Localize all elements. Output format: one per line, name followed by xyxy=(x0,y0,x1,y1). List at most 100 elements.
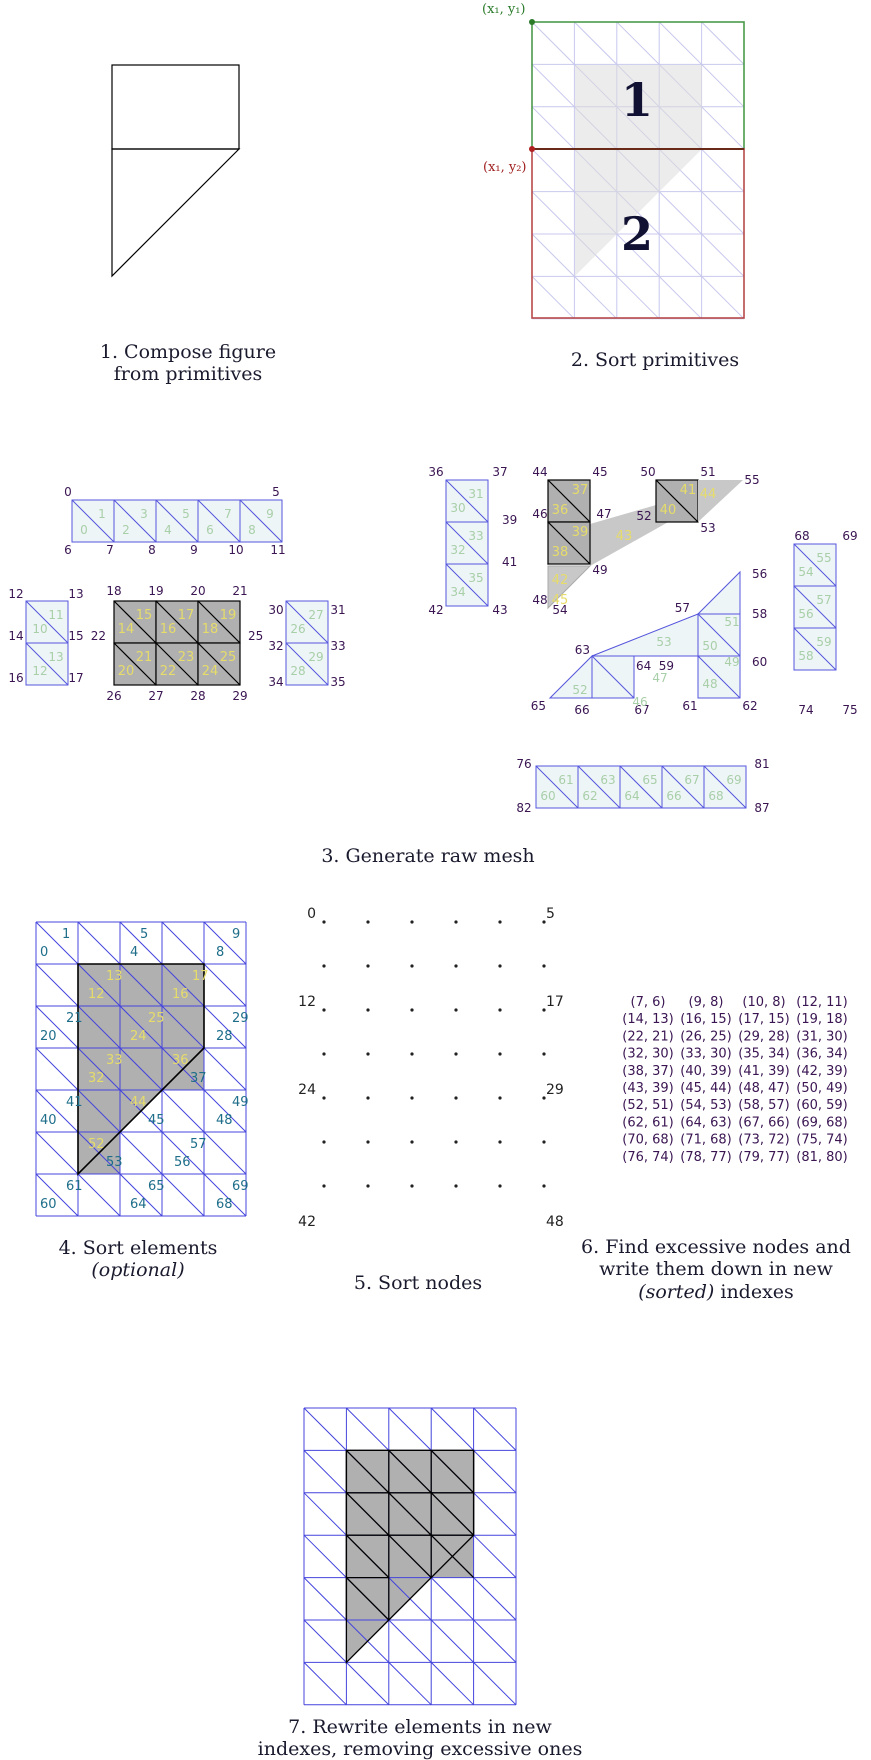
element-label: 25 xyxy=(220,650,237,665)
node-label: 53 xyxy=(700,521,715,535)
element-label: 63 xyxy=(600,773,615,787)
step7-caption-line1: 7. Rewrite elements in new xyxy=(288,1716,552,1738)
element-label: 5 xyxy=(182,507,190,521)
node-label: 43 xyxy=(492,603,507,617)
panel2-grid-diag xyxy=(658,191,702,235)
step6-caption-line2: write them down in new xyxy=(599,1258,833,1280)
element-label: 56 xyxy=(798,607,813,621)
panel7-grid-diag xyxy=(430,1577,474,1621)
panel4-grid-diag xyxy=(161,963,205,1007)
excessive-pair: (70, 68) xyxy=(622,1133,674,1148)
node-label: 65 xyxy=(148,1179,165,1194)
panel2-grid-diag xyxy=(531,21,575,65)
node-label: 26 xyxy=(106,689,121,703)
excessive-pair: (19, 18) xyxy=(796,1012,848,1027)
excessive-pair: (9, 8) xyxy=(689,995,724,1010)
excessive-pair: (35, 34) xyxy=(738,1047,790,1062)
node-label: 40 xyxy=(40,1113,57,1128)
panel-excessive-nodes: (7, 6) (9, 8) (10, 8) (12, 11) (14, 13) (16, … xyxy=(622,995,848,1165)
node-label: 41 xyxy=(502,555,517,569)
excessive-pair: (60, 59) xyxy=(796,1098,848,1113)
node-label: 59 xyxy=(659,659,674,673)
node-label: 55 xyxy=(744,473,759,487)
node-dot xyxy=(454,1096,458,1100)
node-dot xyxy=(542,1052,546,1056)
panel2-grid-diag xyxy=(701,21,745,65)
element-label: 62 xyxy=(582,789,597,803)
element-label: 39 xyxy=(572,525,589,540)
element-label: 49 xyxy=(724,655,739,669)
node-dot xyxy=(454,1008,458,1012)
panel2-grid-diag xyxy=(531,106,575,150)
element-label: 24 xyxy=(202,664,219,679)
node-dot xyxy=(542,920,546,924)
node-label: 27 xyxy=(148,689,163,703)
node-label: 52 xyxy=(636,509,651,523)
element-label: 6 xyxy=(206,523,214,537)
node-label: 49 xyxy=(592,563,607,577)
excessive-pair: (62, 61) xyxy=(622,1115,674,1130)
element-label: 3 xyxy=(140,507,148,521)
element-label: 1 xyxy=(98,507,106,521)
element-label: 44 xyxy=(700,487,717,502)
strip-far-right-diag xyxy=(793,543,837,587)
node-dot xyxy=(542,1140,546,1144)
shaded-element-diag xyxy=(155,642,199,686)
panel4-grid-diag xyxy=(203,1089,247,1133)
element-label: 44 xyxy=(130,1095,147,1110)
element-label: 18 xyxy=(202,622,219,637)
strip-right-cluster-diag xyxy=(697,613,741,657)
excessive-pair: (75, 74) xyxy=(796,1133,848,1148)
step4-caption-line1: 4. Sort elements xyxy=(59,1237,218,1259)
excessive-pair: (58, 57) xyxy=(738,1098,790,1113)
element-label: 53 xyxy=(656,635,671,649)
node-label: 36 xyxy=(428,465,443,479)
node-label: 64 xyxy=(636,659,651,673)
element-label: 51 xyxy=(724,615,739,629)
panel7-grid-diag xyxy=(303,1450,347,1494)
node-dot-label: 42 xyxy=(298,1214,316,1230)
shaded-element-diag xyxy=(655,479,699,523)
node-label: 81 xyxy=(754,757,769,771)
node-label: 61 xyxy=(682,699,697,713)
node-dot xyxy=(322,1140,326,1144)
node-dot xyxy=(410,1184,414,1188)
node-label: 87 xyxy=(754,801,769,815)
node-label: 53 xyxy=(106,1155,123,1170)
panel7-grid-diag xyxy=(388,1407,432,1451)
element-label: 14 xyxy=(118,622,135,637)
node-label: 35 xyxy=(330,675,345,689)
step6-caption-line1: 6. Find excessive nodes and xyxy=(581,1236,851,1258)
element-label: 35 xyxy=(468,571,483,585)
excessive-pair: (78, 77) xyxy=(680,1150,732,1165)
strip-far-right-diag xyxy=(793,627,837,671)
panel4-grid-diag xyxy=(203,1047,247,1091)
node-dot xyxy=(498,1140,502,1144)
strip-bottom-diag xyxy=(703,765,747,809)
shaded-diag xyxy=(388,1449,432,1494)
panel7-grid-diag xyxy=(303,1619,347,1663)
shaded-element-diag xyxy=(547,521,591,565)
step1-caption-line2: from primitives xyxy=(114,363,262,385)
panel4-grid-diag xyxy=(161,1131,205,1175)
node-dot xyxy=(498,964,502,968)
node-dot xyxy=(366,964,370,968)
node-dot-label: 5 xyxy=(546,906,555,922)
node-dot xyxy=(454,1140,458,1144)
shaded-diag xyxy=(430,1449,475,1494)
node-dot xyxy=(498,1052,502,1056)
excessive-pair: (43, 39) xyxy=(622,1081,674,1096)
element-label: 30 xyxy=(450,501,465,515)
shaded-diag xyxy=(345,1492,390,1536)
shaded-element-diag xyxy=(155,600,199,644)
excessive-pair: (52, 51) xyxy=(622,1098,674,1113)
panel2-grid-diag xyxy=(616,276,660,320)
element-label: 17 xyxy=(192,969,209,984)
node-label: 18 xyxy=(106,584,121,598)
panel2-grid-diag xyxy=(658,21,702,65)
node-label: 0 xyxy=(64,485,72,499)
node-dot xyxy=(410,1140,414,1144)
node-label: 82 xyxy=(516,801,531,815)
excessive-pair: (69, 68) xyxy=(796,1115,848,1130)
